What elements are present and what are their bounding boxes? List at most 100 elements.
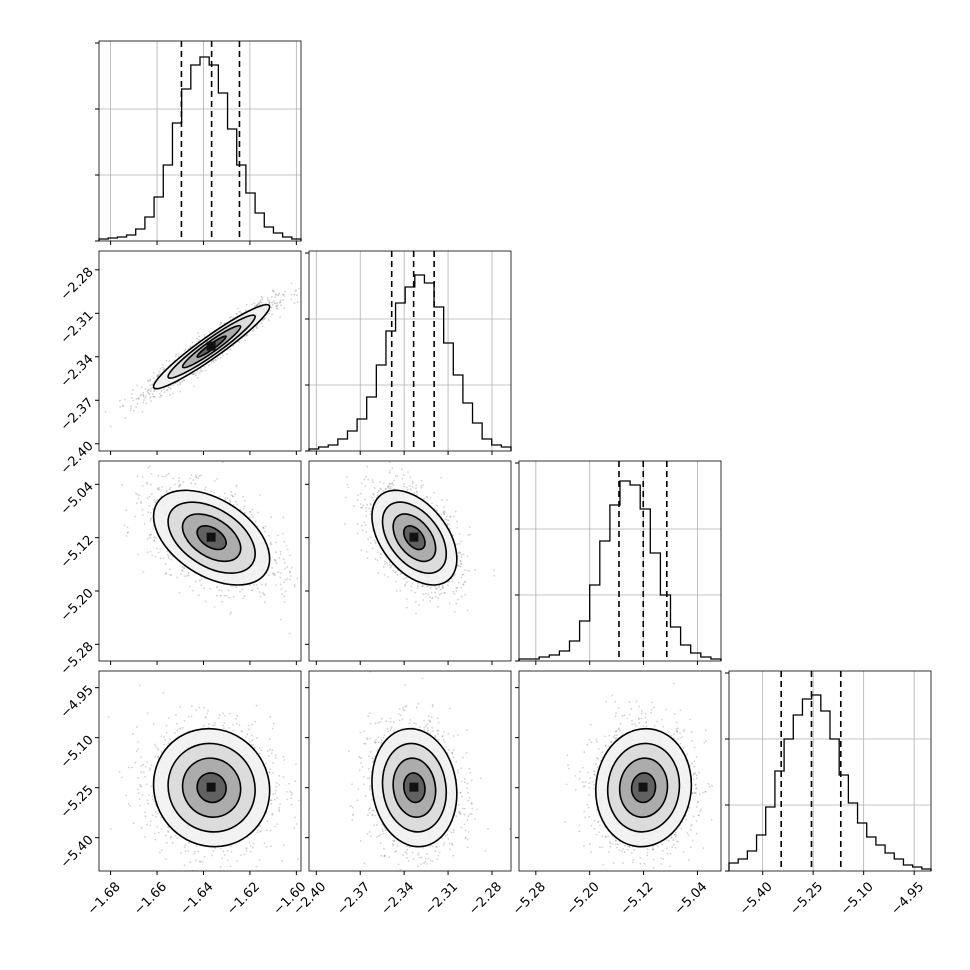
scatter-point [135, 405, 138, 408]
scatter-point [256, 303, 259, 306]
scatter-point [438, 586, 441, 589]
scatter-point [277, 294, 279, 297]
scatter-point [177, 353, 180, 355]
scatter-point [138, 494, 141, 497]
scatter-point [275, 584, 277, 587]
scatter-point [380, 553, 382, 556]
scatter-point [195, 580, 197, 583]
scatter-point [192, 373, 195, 376]
scatter-point [277, 534, 279, 537]
scatter-point [243, 511, 246, 514]
scatter-point [293, 583, 296, 586]
scatter-point [391, 482, 394, 484]
scatter-point [395, 589, 398, 592]
scatter-point [220, 322, 223, 325]
scatter-point [200, 367, 202, 370]
scatter-point [451, 580, 454, 583]
scatter-point [142, 394, 145, 396]
scatter-point [276, 302, 278, 305]
scatter-point [431, 597, 433, 600]
scatter-point [422, 599, 425, 601]
scatter-point [447, 584, 449, 587]
scatter-point [280, 588, 283, 590]
scatter-point [279, 576, 281, 579]
scatter-point [356, 499, 359, 501]
scatter-point [275, 294, 277, 296]
scatter-point [228, 499, 231, 502]
scatter-point [403, 577, 405, 580]
scatter-point [149, 550, 152, 553]
scatter-point [187, 572, 190, 574]
scatter-point [174, 483, 176, 486]
scatter-point [228, 596, 230, 599]
scatter-point [232, 316, 234, 319]
scatter-point [169, 486, 172, 489]
scatter-point [410, 585, 413, 588]
scatter-point [156, 487, 159, 490]
hist-line-2 [518, 480, 722, 661]
scatter-point [272, 289, 275, 292]
scatter-point [201, 370, 204, 373]
scatter-point [184, 348, 187, 351]
scatter-point [147, 380, 150, 383]
scatter-point [198, 475, 201, 477]
scatter-point [140, 502, 143, 505]
scatter-point [234, 493, 237, 495]
scatter-point [230, 316, 233, 318]
scatter-point [457, 555, 460, 557]
scatter-point [162, 369, 165, 371]
scatter-point [435, 588, 437, 590]
scatter-point [148, 389, 151, 391]
scatter-point [149, 465, 152, 467]
scatter-point [160, 394, 163, 397]
scatter-point [290, 293, 293, 296]
scatter-point [148, 504, 151, 507]
scatter-point [235, 485, 238, 488]
scatter-point [212, 359, 215, 362]
scatter-point [187, 574, 190, 577]
scatter-point [191, 373, 194, 376]
scatter-point [384, 562, 386, 565]
scatter-point [205, 486, 207, 489]
scatter-point [383, 573, 386, 576]
scatter-point [166, 489, 168, 492]
scatter-point [441, 587, 444, 590]
scatter-point [130, 393, 133, 395]
scatter-point [178, 479, 180, 482]
scatter-point [219, 594, 222, 597]
scatter-point [282, 558, 285, 560]
scatter-point [213, 606, 216, 608]
scatter-point [374, 542, 377, 545]
scatter-point [394, 571, 396, 574]
scatter-point [198, 594, 200, 597]
scatter-point [198, 459, 200, 461]
scatter-point [146, 537, 149, 540]
scatter-point [388, 563, 391, 566]
scatter-point [279, 301, 281, 304]
scatter-point [359, 503, 362, 505]
scatter-point [458, 542, 461, 545]
scatter-point [437, 597, 440, 600]
scatter-point [263, 593, 265, 596]
scatter-point [180, 573, 182, 576]
scatter-point [221, 601, 224, 603]
scatter-point [269, 541, 272, 544]
scatter-point [135, 492, 138, 495]
scatter-point [236, 313, 239, 316]
scatter-point [466, 555, 469, 557]
scatter-point [296, 301, 299, 304]
scatter-point [155, 499, 158, 502]
scatter-point [446, 523, 449, 526]
scatter-point [258, 303, 261, 306]
scatter-point [126, 532, 129, 534]
scatter-point [137, 397, 140, 400]
scatter-point [259, 301, 262, 304]
scatter-point [271, 301, 273, 304]
scatter-point [429, 497, 432, 499]
scatter-point [198, 335, 201, 338]
scatter-point [356, 532, 359, 535]
scatter-point [284, 567, 286, 570]
scatter-point [150, 388, 152, 390]
hist-line-3 [728, 694, 932, 871]
scatter-point [204, 369, 207, 372]
